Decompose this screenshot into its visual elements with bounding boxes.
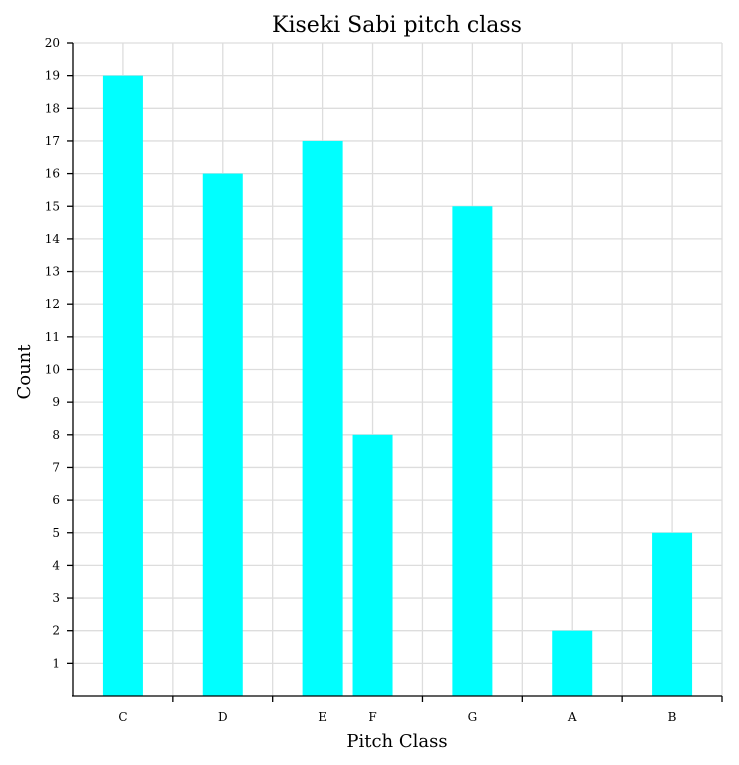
y-tick-label: 5 (52, 526, 60, 540)
y-tick-label: 7 (52, 460, 60, 474)
y-tick-label: 16 (45, 167, 60, 181)
bar-A (552, 630, 593, 696)
y-axis-label: Count (14, 344, 35, 400)
y-tick-label: 15 (45, 199, 60, 213)
bar-G (452, 206, 493, 696)
chart-title: Kiseki Sabi pitch class (272, 13, 522, 38)
y-tick-label: 12 (45, 297, 60, 311)
x-tick-label-F: F (368, 710, 376, 724)
grid (73, 42, 723, 696)
x-axis-label: Pitch Class (346, 731, 447, 752)
x-tick-label-B: B (668, 710, 677, 724)
y-tick-label: 9 (52, 395, 60, 409)
y-tick-label: 4 (52, 558, 60, 572)
y-tick-label: 18 (45, 101, 60, 115)
y-tick-label: 17 (45, 134, 60, 148)
bar-C (102, 75, 143, 696)
x-tick-label-A: A (567, 710, 577, 724)
y-tick-label: 13 (45, 265, 60, 279)
x-tick-label-D: D (218, 710, 228, 724)
y-tick-label: 8 (52, 428, 60, 442)
bar-E (302, 140, 343, 696)
x-tick-label-G: G (468, 710, 478, 724)
y-tick-label: 11 (45, 330, 60, 344)
y-tick-label: 19 (45, 69, 60, 83)
y-tick-label: 3 (52, 591, 60, 605)
y-tick-label: 1 (52, 656, 60, 670)
x-tick-label-C: C (118, 710, 127, 724)
bar-F (352, 434, 393, 696)
y-tick-label: 20 (45, 36, 60, 50)
y-tick-label: 10 (45, 363, 60, 377)
y-tick-label: 6 (52, 493, 60, 507)
x-tick-label-E: E (318, 710, 327, 724)
bar-B (652, 532, 693, 696)
y-tick-label: 14 (45, 232, 61, 246)
bars (102, 75, 693, 697)
bar-D (202, 173, 243, 697)
y-tick-label: 2 (52, 624, 60, 638)
